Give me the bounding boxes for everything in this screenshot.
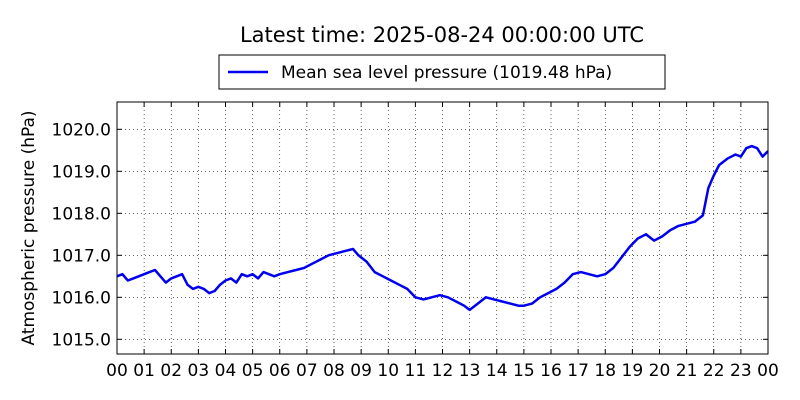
x-tick-label: 06: [269, 361, 291, 381]
x-tick-label: 05: [242, 361, 264, 381]
x-tick-label: 14: [486, 361, 508, 381]
x-tick-label: 16: [540, 361, 562, 381]
x-tick-label: 04: [215, 361, 237, 381]
y-tick-label: 1015.0: [52, 330, 111, 350]
x-tick-label: 08: [323, 361, 345, 381]
x-tick-label: 12: [432, 361, 454, 381]
x-tick-label: 15: [513, 361, 535, 381]
x-tick-label: 00: [106, 361, 128, 381]
y-axis-label: Atmospheric pressure (hPa): [19, 110, 39, 345]
x-tick-label: 09: [350, 361, 372, 381]
x-tick-label: 11: [405, 361, 427, 381]
legend-label: Mean sea level pressure (1019.48 hPa): [281, 63, 612, 83]
plot-frame: [116, 101, 769, 355]
x-tick-label: 10: [377, 361, 399, 381]
legend-box: [218, 54, 666, 90]
x-tick-label: 21: [676, 361, 698, 381]
x-tick-label: 18: [594, 361, 616, 381]
y-tick-label: 1018.0: [52, 204, 111, 224]
x-tick-label: 07: [296, 361, 318, 381]
series-line-mean-sea-level-pressure: [116, 144, 769, 312]
x-tick-label: 17: [567, 361, 589, 381]
y-tick-label: 1020.0: [52, 120, 111, 140]
grid: [117, 102, 768, 354]
x-tick-label: 13: [459, 361, 481, 381]
legend: Mean sea level pressure (1019.48 hPa): [218, 54, 666, 90]
y-tick-label: 1016.0: [52, 288, 111, 308]
x-tick-label: 22: [703, 361, 725, 381]
y-axis: 1015.0 1016.0 1017.0 1018.0 1019.0 1020.0: [52, 120, 768, 350]
x-tick-label: 02: [160, 361, 182, 381]
x-tick-label: 01: [133, 361, 155, 381]
y-tick-label: 1019.0: [52, 162, 111, 182]
x-tick-label: 19: [622, 361, 644, 381]
x-tick-label: 00: [757, 361, 779, 381]
x-tick-label: 23: [730, 361, 752, 381]
x-tick-label: 03: [188, 361, 210, 381]
x-tick-label: 20: [649, 361, 671, 381]
y-tick-label: 1017.0: [52, 246, 111, 266]
x-axis: 00 01 02 03 04 05 06 07 08 09 10 11 12 13 14 15 16 17 18 19…: [106, 102, 779, 381]
chart-title: Latest time: 2025-08-24 00:00:00 UTC: [240, 23, 644, 47]
